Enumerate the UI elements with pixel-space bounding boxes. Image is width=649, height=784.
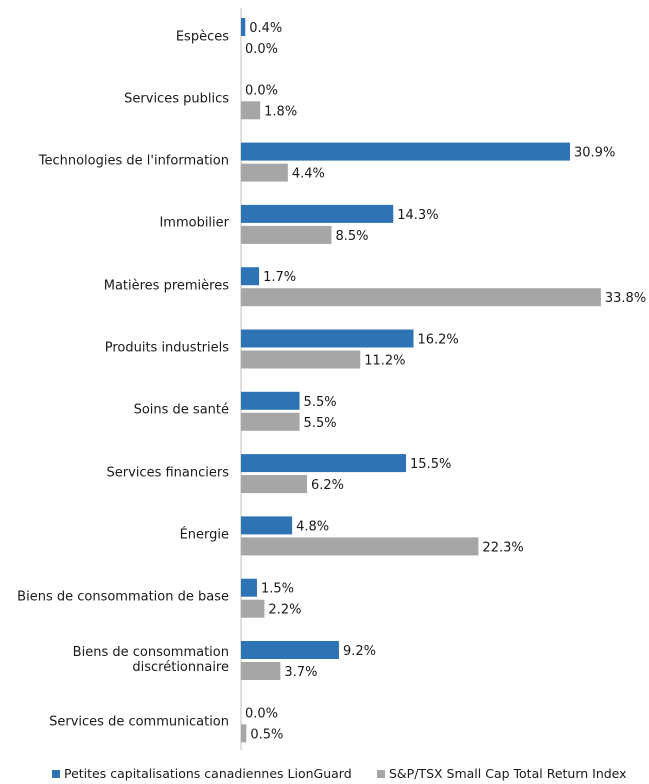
data-label: 33.8% <box>605 291 646 306</box>
bar-index <box>241 537 479 556</box>
bar-lionguard <box>241 204 394 223</box>
bar-index <box>241 225 332 244</box>
bar-index <box>241 662 281 680</box>
data-label: 16.2% <box>417 333 458 348</box>
data-label: 15.5% <box>410 457 451 472</box>
data-label: 5.5% <box>304 416 337 431</box>
legend-swatch-series-1 <box>52 769 60 778</box>
category-label: Technologies de l'information <box>38 153 229 169</box>
data-label: 4.8% <box>296 519 329 534</box>
data-label: 0.0% <box>245 42 278 57</box>
data-label: 1.5% <box>261 582 294 597</box>
bar-lionguard <box>241 391 300 410</box>
data-label: 6.2% <box>311 478 344 493</box>
bar-lionguard <box>241 641 339 659</box>
bar-index <box>241 475 308 494</box>
legend-swatch-series-2 <box>377 769 385 778</box>
category-label: Services de communication <box>49 714 229 730</box>
legend-item-series-2: S&P/TSX Small Cap Total Return Index <box>377 766 627 781</box>
bar-index <box>241 724 247 743</box>
data-label: 5.5% <box>304 395 337 410</box>
category-label: Biens de consommation discrétionnaire <box>72 644 229 675</box>
data-label: 9.2% <box>343 644 376 659</box>
data-label: 0.5% <box>250 727 283 742</box>
category-label: Biens de consommation de base <box>17 589 229 605</box>
data-label: 4.4% <box>292 167 325 182</box>
data-label: 14.3% <box>397 208 438 223</box>
category-label: Services publics <box>124 91 229 107</box>
category-label: Matières premières <box>103 278 229 294</box>
category-label: Immobilier <box>159 215 229 231</box>
data-label: 3.7% <box>284 665 317 680</box>
bar-index <box>241 412 300 431</box>
data-label: 1.8% <box>264 104 297 119</box>
bar-lionguard <box>241 267 260 286</box>
category-label: Espèces <box>175 29 229 44</box>
bar-lionguard <box>241 578 257 597</box>
data-label: 22.3% <box>482 540 523 555</box>
data-label: 0.0% <box>245 83 278 98</box>
legend-item-series-1: Petites capitalisations canadiennes Lion… <box>52 766 352 781</box>
legend-label-series-1: Petites capitalisations canadiennes Lion… <box>64 766 352 781</box>
category-label: Produits industriels <box>104 340 229 356</box>
bar-lionguard <box>241 516 293 535</box>
data-label: 30.9% <box>574 146 615 161</box>
bar-index <box>241 599 265 618</box>
bar-lionguard <box>241 18 246 36</box>
data-label: 0.0% <box>245 706 278 721</box>
data-label: 11.2% <box>364 354 405 369</box>
bar-lionguard <box>241 454 407 473</box>
data-label: 1.7% <box>263 270 296 285</box>
legend-label-series-2: S&P/TSX Small Cap Total Return Index <box>389 766 627 781</box>
category-label: Soins de santé <box>133 402 229 418</box>
bar-index <box>241 101 261 120</box>
bar-lionguard <box>241 329 414 348</box>
bar-lionguard <box>241 142 570 161</box>
data-label: 2.2% <box>268 603 301 618</box>
bar-index <box>241 288 601 307</box>
bar-index <box>241 350 361 369</box>
data-label: 0.4% <box>249 21 282 36</box>
data-label: 8.5% <box>336 229 369 244</box>
category-label: Services financiers <box>106 465 229 481</box>
legend: Petites capitalisations canadiennes Lion… <box>0 764 649 784</box>
bar-index <box>241 163 288 182</box>
category-label: Énergie <box>179 527 229 543</box>
